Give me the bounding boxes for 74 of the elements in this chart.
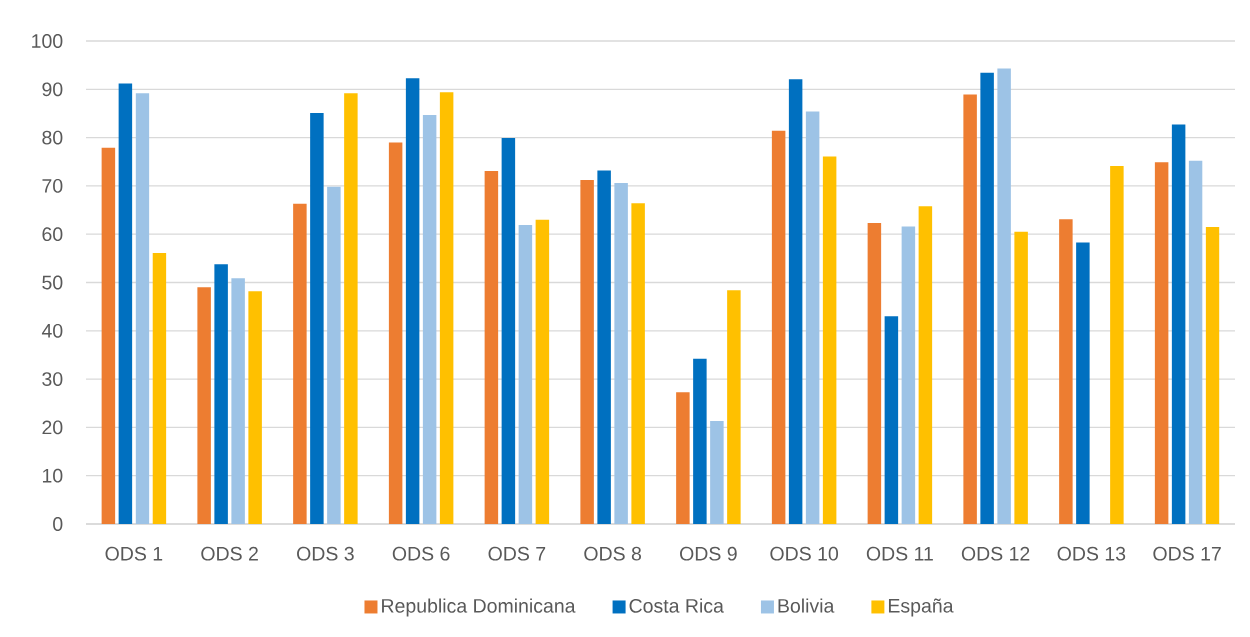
bar — [1014, 231, 1028, 524]
x-tick-label: ODS 17 — [1153, 546, 1221, 561]
bar — [676, 392, 690, 524]
y-tick-label: 100 — [32, 34, 63, 48]
bar — [518, 225, 533, 524]
y-tick-label: 50 — [42, 275, 63, 290]
x-tick-label: ODS 6 — [392, 546, 450, 561]
bar — [884, 316, 899, 524]
legend-label: España — [888, 598, 954, 617]
y-tick-label: 40 — [41, 323, 63, 338]
bar — [1188, 160, 1203, 524]
bar — [405, 78, 420, 524]
bar — [152, 253, 167, 524]
bar — [439, 92, 454, 524]
x-tick-label: ODS 12 — [961, 546, 1030, 561]
y-tick-label: 90 — [42, 82, 63, 97]
bar — [693, 358, 707, 524]
bar — [214, 264, 228, 524]
bar — [710, 421, 724, 524]
bar — [484, 170, 499, 524]
x-tick-label: ODS 9 — [680, 546, 737, 561]
bar — [118, 83, 133, 524]
bar — [1154, 162, 1169, 524]
bar — [631, 203, 645, 524]
bar — [327, 186, 341, 524]
bar — [805, 111, 820, 524]
bar — [963, 94, 977, 524]
bar — [788, 79, 803, 524]
y-tick-label: 0 — [53, 517, 63, 531]
bar — [248, 291, 262, 524]
x-tick-label: ODS 8 — [584, 546, 642, 561]
bar — [597, 170, 611, 524]
x-tick-label: ODS 2 — [201, 546, 258, 561]
bar — [231, 278, 245, 524]
legend-label: Costa Rica — [629, 598, 724, 613]
y-tick-label: 20 — [42, 420, 63, 435]
bar — [997, 68, 1011, 524]
bar — [1059, 219, 1073, 524]
bar — [197, 287, 211, 524]
bar — [135, 93, 150, 524]
bar — [310, 112, 324, 524]
bar — [501, 138, 516, 524]
y-tick-label: 30 — [42, 372, 63, 386]
y-tick-label: 10 — [42, 468, 63, 483]
bar — [1205, 226, 1220, 524]
bar — [388, 142, 403, 524]
bar — [901, 226, 916, 524]
x-tick-label: ODS 1 — [105, 546, 163, 561]
bar — [980, 72, 994, 524]
bar — [580, 180, 594, 524]
x-tick-label: ODS 10 — [770, 546, 839, 561]
x-tick-label: ODS 3 — [297, 546, 354, 561]
bar — [422, 114, 437, 524]
y-tick-label: 80 — [42, 130, 63, 145]
bar — [727, 290, 741, 524]
bar — [293, 203, 307, 524]
bar — [101, 147, 116, 524]
bar — [1110, 166, 1124, 524]
bar — [614, 182, 628, 524]
bar — [867, 223, 882, 524]
x-tick-label: ODS 7 — [488, 546, 546, 561]
bar — [535, 219, 550, 524]
bar — [1076, 242, 1090, 524]
bar — [822, 156, 837, 524]
y-tick-label: 70 — [42, 178, 63, 193]
bar — [918, 206, 933, 524]
x-tick-label: ODS 11 — [866, 546, 933, 561]
legend-label: Bolivia — [778, 598, 835, 613]
bar — [1171, 124, 1186, 524]
legend-label: Republica Dominicana — [382, 598, 576, 617]
bar — [344, 93, 358, 524]
bar — [771, 130, 786, 524]
y-tick-label: 60 — [42, 227, 63, 242]
x-tick-label: ODS 13 — [1057, 546, 1126, 561]
